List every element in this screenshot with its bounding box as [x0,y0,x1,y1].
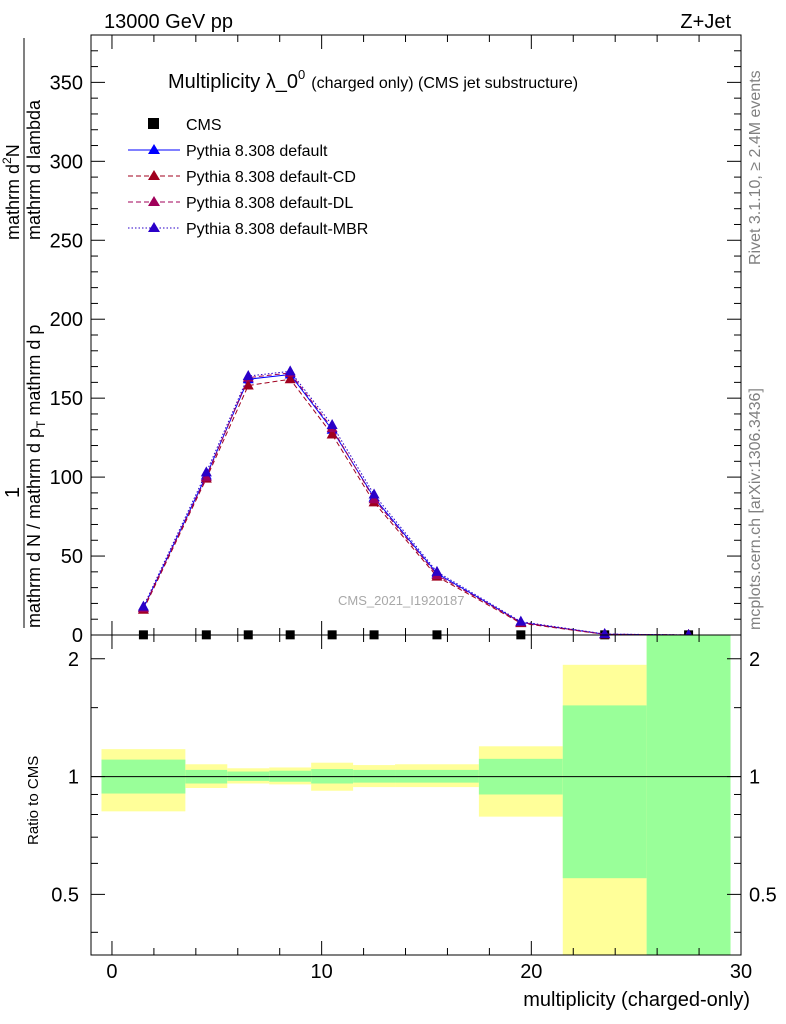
ylabel-denominator-1: mathrm d N / mathrm d pT mathrm d p [24,325,48,628]
series-point-2 [242,379,254,390]
ratio-frame [90,634,742,956]
ratio-y-tick-label-left: 0.5 [51,884,79,906]
main-ylabel: 1 mathrm d N / mathrm d pT mathrm d p ma… [0,38,48,628]
energy-label: 13000 GeV pp [104,11,233,33]
series-point-4 [242,370,254,381]
legend-label-cms: CMS [186,117,222,134]
mcplots-label: mcplots.cern.ch [arXiv:1306.3436] [747,388,764,630]
series-point-4 [431,565,443,576]
ratio-band-green [646,635,731,955]
series-point-4 [326,419,338,429]
series-point-4 [284,365,296,376]
rivet-label: Rivet 3.1.10, ≥ 2.4M events [747,70,764,265]
series-line-3 [142,372,689,636]
legend-label-default: Pythia 8.308 default [186,143,328,160]
ratio-y-tick-label-left: 1 [68,767,79,789]
legend-marker-mbr [148,222,160,232]
legend-marker-cd [148,170,160,180]
ratio-bands [91,635,741,955]
legend-label-cd: Pythia 8.308 default-CD [186,169,356,186]
title-main: Multiplicity λ_0 [168,71,298,93]
series-point-4 [368,488,380,499]
y-tick-label: 100 [50,467,83,489]
ratio-y-tick-label-right: 2 [749,649,760,671]
main-title: Multiplicity λ_00 (charged only) (CMS jet… [168,67,578,93]
y-tick-label: 50 [61,546,83,568]
ylabel-numerator: 1 [2,487,24,498]
ratio-ylabel: Ratio to CMS [25,756,42,845]
watermark: CMS_2021_I1920187 [338,593,465,608]
ratio-ticks: 0.5 0.51 12 20 10 20 30 [51,635,777,983]
legend-marker-cms [148,118,159,129]
ylabel-denominator-2: mathrm d lambda [24,99,44,240]
ratio-y-tick-label-left: 2 [68,649,79,671]
ratio-xlabel: multiplicity (charged-only) [523,989,750,1011]
series-point-2 [284,373,296,384]
ratio-band-green [562,705,647,879]
title-sup: 0 [298,67,305,82]
ratio-y-tick-label-right: 1 [749,767,760,789]
series-point-4 [599,628,611,639]
x-tick-label: 20 [520,961,542,983]
series-point-4 [200,466,212,477]
y-tick-label: 0 [72,625,83,647]
legend-marker-dl [148,196,160,206]
series-line-4 [142,370,689,636]
x-tick-label: 10 [311,961,333,983]
legend-marker-default [148,144,160,154]
ratio-y-tick-label-right: 0.5 [749,884,777,906]
series-point-4 [137,600,149,611]
y-tick-label: 350 [50,72,83,94]
legend-label-mbr: Pythia 8.308 default-MBR [186,221,368,238]
legend: CMS Pythia 8.308 default Pythia 8.308 de… [128,117,368,238]
ratio-panel: 0.5 0.51 12 20 10 20 30 Ratio to CMS multiplic… [25,634,777,1011]
x-tick-label: 0 [106,961,117,983]
y-tick-label: 150 [50,388,83,410]
series-point-4 [515,615,527,626]
y-tick-label: 250 [50,230,83,252]
ylabel-fraction-2: mathrm d2N [0,144,23,240]
process-label: Z+Jet [680,11,731,33]
x-tick-label: 30 [730,961,752,983]
y-tick-label: 300 [50,151,83,173]
y-tick-label: 200 [50,309,83,331]
main-panel: CMS_2021_I1920187 050100150200250300350 … [0,34,742,647]
title-rest: (charged only) (CMS jet substructure) [311,75,578,92]
series-point-2 [326,428,338,439]
legend-label-dl: Pythia 8.308 default-DL [186,195,353,212]
